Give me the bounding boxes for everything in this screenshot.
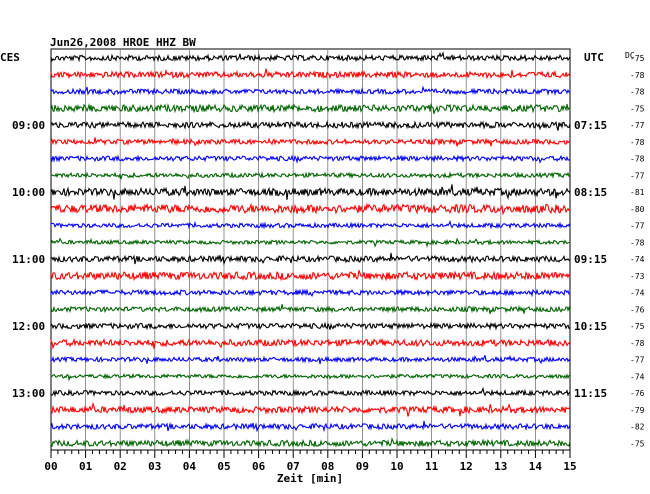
dc-offset-labels: -75 -78 -78 -75 -77 -78 -78 -77 -81 -80 -77 -78 -74 -… (630, 54, 645, 448)
x-tick-label: 07 (287, 460, 300, 473)
seismic-trace (50, 184, 571, 200)
x-tick-label: 03 (148, 460, 161, 473)
x-tick-label: 13 (494, 460, 507, 473)
x-tick-label: 00 (44, 460, 57, 473)
right-hour-label: 09:15 (574, 253, 607, 266)
dc-offset-label: -77 (630, 171, 645, 180)
chart-title: Jun26,2008 HROE HHZ BW (50, 36, 196, 49)
x-tick-label: 05 (217, 460, 230, 473)
right-hour-label: 10:15 (574, 320, 607, 333)
seismic-trace (50, 120, 571, 131)
seismic-traces (50, 51, 571, 449)
left-hour-label: 09:00 (12, 119, 45, 132)
seismic-trace (50, 102, 571, 114)
left-hour-label: 11:00 (12, 253, 45, 266)
right-timezone-label: UTC (584, 51, 604, 64)
seismic-trace (50, 354, 571, 365)
seismic-trace (50, 51, 571, 63)
seismic-trace (50, 202, 571, 216)
right-hour-labels: 07:15 08:15 09:15 10:15 11:15 (574, 119, 607, 400)
seismic-trace (50, 68, 571, 80)
x-axis-label: Zeit [min] (277, 472, 343, 485)
dc-offset-label: -78 (630, 238, 645, 247)
x-tick-label: 01 (79, 460, 93, 473)
dc-offset-label: -78 (630, 138, 645, 147)
dc-offset-label: -77 (630, 121, 645, 130)
dc-offset-label: -81 (630, 188, 645, 197)
seismic-trace (50, 420, 571, 433)
dc-offset-label: -78 (630, 71, 645, 80)
dc-offset-label: -77 (630, 222, 645, 231)
dc-offset-label: -76 (630, 305, 645, 314)
dc-offset-label: -75 (630, 104, 645, 113)
dc-offset-label: -75 (630, 54, 645, 63)
plot-frame (50, 48, 571, 451)
seismic-trace (50, 252, 571, 266)
dc-offset-label: -78 (630, 88, 645, 97)
seismic-trace (50, 154, 571, 164)
seismic-trace (50, 270, 571, 282)
dc-offset-label: -78 (630, 155, 645, 164)
seismic-trace (50, 304, 571, 314)
seismic-trace (50, 321, 571, 331)
dc-offset-label: -73 (630, 272, 645, 281)
dc-offset-label: -75 (630, 322, 645, 331)
right-hour-label: 07:15 (574, 119, 607, 132)
x-tick-label: 11 (425, 460, 439, 473)
seismic-trace (50, 219, 571, 230)
seismic-trace (50, 337, 571, 350)
dc-offset-label: -76 (630, 389, 645, 398)
x-tick-label: 14 (529, 460, 543, 473)
dc-offset-label: -74 (630, 372, 645, 381)
time-axis: 00 01 02 03 04 05 06 07 08 09 10 11 12 13 14 15 (44, 450, 577, 473)
x-tick-label: 09 (356, 460, 369, 473)
seismic-trace (50, 372, 571, 382)
seismic-trace (50, 171, 571, 180)
seismic-trace (50, 386, 571, 398)
dc-label: DC (625, 51, 635, 60)
x-tick-label: 12 (460, 460, 473, 473)
left-hour-label: 13:00 (12, 387, 45, 400)
left-hour-labels: 09:00 10:00 11:00 12:00 13:00 (12, 119, 45, 400)
x-tick-label: 02 (114, 460, 127, 473)
x-tick-label: 08 (321, 460, 334, 473)
dc-offset-label: -77 (630, 356, 645, 365)
right-hour-label: 08:15 (574, 186, 607, 199)
dc-offset-label: -78 (630, 339, 645, 348)
dc-offset-label: -82 (630, 423, 645, 432)
left-timezone-label: CES (0, 51, 20, 64)
dc-offset-label: -80 (630, 205, 645, 214)
dc-offset-label: -75 (630, 439, 645, 448)
seismic-trace (50, 288, 571, 298)
seismic-trace (50, 85, 571, 96)
left-hour-label: 10:00 (12, 186, 45, 199)
x-tick-label: 04 (183, 460, 197, 473)
x-tick-label: 06 (252, 460, 266, 473)
seismic-trace (50, 137, 571, 147)
dc-offset-label: -74 (630, 289, 645, 298)
dc-offset-label: -79 (630, 406, 645, 415)
x-tick-label: 10 (390, 460, 403, 473)
right-hour-label: 11:15 (574, 387, 607, 400)
seismic-trace (50, 401, 571, 417)
seismic-trace (50, 437, 571, 449)
plot-grid (50, 48, 571, 451)
seismic-trace (50, 237, 571, 249)
x-tick-label: 15 (563, 460, 576, 473)
dc-offset-label: -74 (630, 255, 645, 264)
left-hour-label: 12:00 (12, 320, 45, 333)
